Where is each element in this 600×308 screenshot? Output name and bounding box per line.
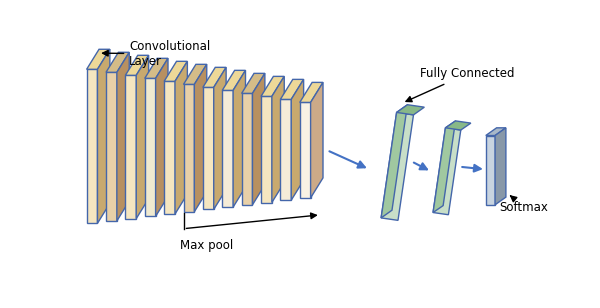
Polygon shape (433, 128, 461, 215)
Polygon shape (280, 99, 291, 200)
Polygon shape (242, 93, 253, 205)
Polygon shape (136, 55, 149, 219)
Polygon shape (86, 69, 97, 223)
Polygon shape (486, 128, 506, 136)
Polygon shape (300, 102, 311, 198)
Polygon shape (280, 79, 304, 99)
Text: Fully Connected: Fully Connected (406, 67, 514, 102)
Polygon shape (145, 78, 155, 216)
Polygon shape (184, 84, 194, 212)
Polygon shape (86, 49, 110, 69)
Polygon shape (194, 64, 207, 212)
Polygon shape (261, 76, 284, 96)
Polygon shape (164, 81, 175, 214)
Polygon shape (203, 67, 226, 87)
Polygon shape (203, 87, 214, 209)
Text: Max pool: Max pool (179, 239, 233, 252)
Polygon shape (261, 96, 272, 203)
Polygon shape (486, 136, 495, 205)
Polygon shape (433, 121, 455, 213)
Polygon shape (175, 61, 187, 214)
Polygon shape (397, 105, 424, 115)
Polygon shape (242, 73, 265, 93)
Polygon shape (311, 82, 323, 198)
Polygon shape (272, 76, 284, 203)
Polygon shape (214, 67, 226, 209)
Polygon shape (184, 64, 207, 84)
Polygon shape (106, 72, 117, 221)
Polygon shape (117, 52, 129, 221)
Polygon shape (495, 128, 506, 205)
Polygon shape (106, 52, 129, 72)
Polygon shape (222, 70, 245, 90)
Text: Convolutional
Layer: Convolutional Layer (103, 40, 211, 68)
Polygon shape (233, 70, 245, 207)
Polygon shape (125, 55, 149, 75)
Polygon shape (381, 105, 407, 218)
Polygon shape (300, 82, 323, 102)
Polygon shape (145, 58, 168, 78)
Polygon shape (164, 61, 187, 81)
Polygon shape (155, 58, 168, 216)
Polygon shape (97, 49, 110, 223)
Polygon shape (222, 90, 233, 207)
Polygon shape (381, 112, 413, 220)
Text: Softmax: Softmax (500, 196, 548, 214)
Polygon shape (125, 75, 136, 219)
Polygon shape (291, 79, 304, 200)
Polygon shape (445, 121, 471, 130)
Polygon shape (253, 73, 265, 205)
